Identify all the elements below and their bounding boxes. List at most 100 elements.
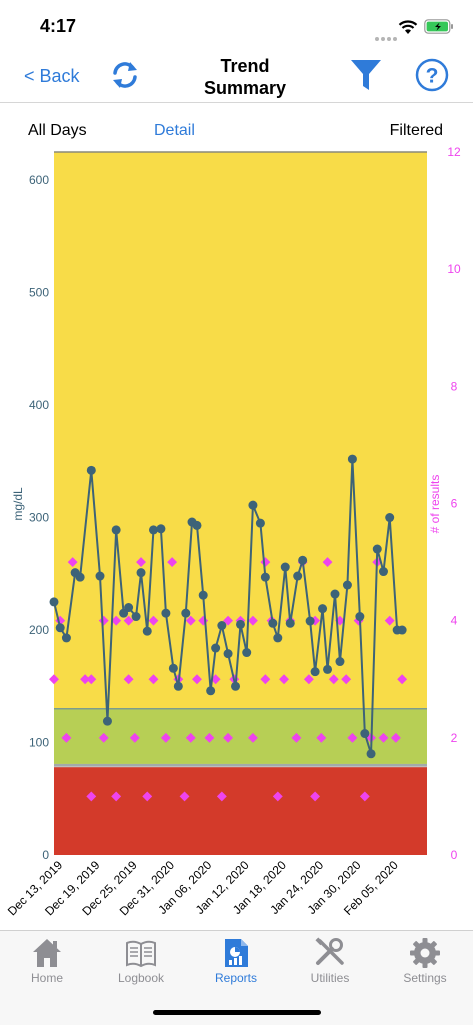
result-count-point <box>378 732 389 743</box>
result-count-point <box>204 732 215 743</box>
glucose-point <box>298 555 308 565</box>
result-count-point <box>86 791 97 802</box>
result-count-point <box>359 791 370 802</box>
tabbar-home-label: Home <box>30 971 63 985</box>
result-count-point <box>185 732 196 743</box>
result-count-point <box>316 732 327 743</box>
result-count-point <box>216 791 227 802</box>
glucose-point <box>318 604 328 614</box>
tab-detail[interactable]: Detail <box>154 122 195 139</box>
glucose-point <box>173 681 183 691</box>
gear-icon <box>410 938 440 968</box>
glucose-point <box>385 513 395 523</box>
result-count-point <box>328 674 339 685</box>
glucose-point <box>378 567 388 577</box>
y-tick-label: 200 <box>29 623 49 637</box>
glucose-point <box>217 621 227 631</box>
tabbar-logbook-label: Logbook <box>117 971 165 985</box>
tab-filtered[interactable]: Filtered <box>389 122 443 139</box>
signal-dots-icon <box>375 28 399 46</box>
result-count-point <box>310 791 321 802</box>
report-view-tabs: All Days Detail Filtered <box>0 102 473 144</box>
y2-tick-label: 0 <box>451 848 458 862</box>
glucose-point <box>95 571 105 581</box>
tabbar-settings[interactable]: Settings <box>378 931 472 991</box>
glucose-point <box>285 618 295 628</box>
tabbar-logbook[interactable]: Logbook <box>94 931 188 991</box>
result-count-point <box>397 674 408 685</box>
tab-all-days[interactable]: All Days <box>28 122 87 139</box>
result-count-point <box>390 732 401 743</box>
glucose-point <box>142 626 152 636</box>
result-count-point <box>291 732 302 743</box>
glucose-point <box>148 525 158 535</box>
result-count-point <box>384 615 395 626</box>
result-count-point <box>160 732 171 743</box>
tabbar-reports[interactable]: Reports <box>189 931 283 991</box>
tab-bar: Home Logbook Reports Utilities <box>0 930 473 1025</box>
y-tick-label: 400 <box>29 398 49 412</box>
book-icon <box>126 940 156 968</box>
glucose-point <box>75 572 85 582</box>
title-line-1: Trend <box>220 56 270 76</box>
wifi-icon <box>398 20 418 34</box>
glucose-point <box>55 623 65 633</box>
result-count-point <box>279 674 289 685</box>
glucose-point <box>61 633 71 643</box>
glucose-point <box>168 663 178 673</box>
result-count-point <box>142 791 153 802</box>
tabbar-utilities[interactable]: Utilities <box>283 931 377 991</box>
filter-icon[interactable] <box>350 58 382 92</box>
result-count-point <box>347 732 358 743</box>
result-count-point <box>247 615 258 626</box>
tools-icon <box>315 937 344 965</box>
glucose-point <box>211 643 221 653</box>
result-count-point <box>148 674 159 685</box>
glucose-point <box>355 612 365 622</box>
glucose-point <box>260 572 270 582</box>
help-icon[interactable]: ? <box>415 58 449 92</box>
glucose-point <box>366 749 376 759</box>
tabbar-utilities-label: Utilities <box>310 971 350 985</box>
y2-tick-label: 2 <box>451 731 458 745</box>
glucose-point <box>181 608 191 618</box>
glucose-point <box>102 716 112 726</box>
refresh-icon[interactable] <box>108 58 142 92</box>
result-count-point <box>148 615 159 626</box>
glucose-point <box>397 625 407 635</box>
report-icon <box>225 939 248 967</box>
y-tick-label: 0 <box>42 848 49 862</box>
glucose-point <box>198 590 208 600</box>
glucose-point <box>342 580 352 590</box>
glucose-point <box>236 619 245 629</box>
glucose-point <box>372 544 382 554</box>
y2-tick-label: 8 <box>451 379 458 393</box>
result-count-point <box>272 791 283 802</box>
battery-icon <box>424 19 453 34</box>
home-indicator <box>153 1010 321 1015</box>
y2-tick-label: 10 <box>447 262 461 276</box>
result-count-point <box>247 732 258 743</box>
result-count-point <box>167 557 178 568</box>
y2-tick-label: 12 <box>447 145 461 159</box>
glucose-point <box>192 520 202 530</box>
glucose-point <box>86 465 96 475</box>
y2-tick-label: 4 <box>451 614 458 628</box>
glucose-point <box>293 571 303 581</box>
status-time: 4:17 <box>40 16 77 36</box>
range-zone-0 <box>54 767 427 855</box>
glucose-point <box>347 454 357 464</box>
glucose-point <box>280 562 290 572</box>
tabbar-reports-label: Reports <box>214 971 258 985</box>
result-count-point <box>98 732 109 743</box>
result-count-point <box>223 732 234 743</box>
glucose-point <box>231 681 241 691</box>
back-button[interactable]: < Back <box>24 66 80 86</box>
glucose-point <box>124 603 134 613</box>
y2-axis-label: # of results <box>428 475 442 534</box>
result-count-point <box>80 674 91 685</box>
glucose-point <box>255 518 265 528</box>
glucose-point <box>323 664 333 674</box>
tabbar-home[interactable]: Home <box>0 931 94 991</box>
